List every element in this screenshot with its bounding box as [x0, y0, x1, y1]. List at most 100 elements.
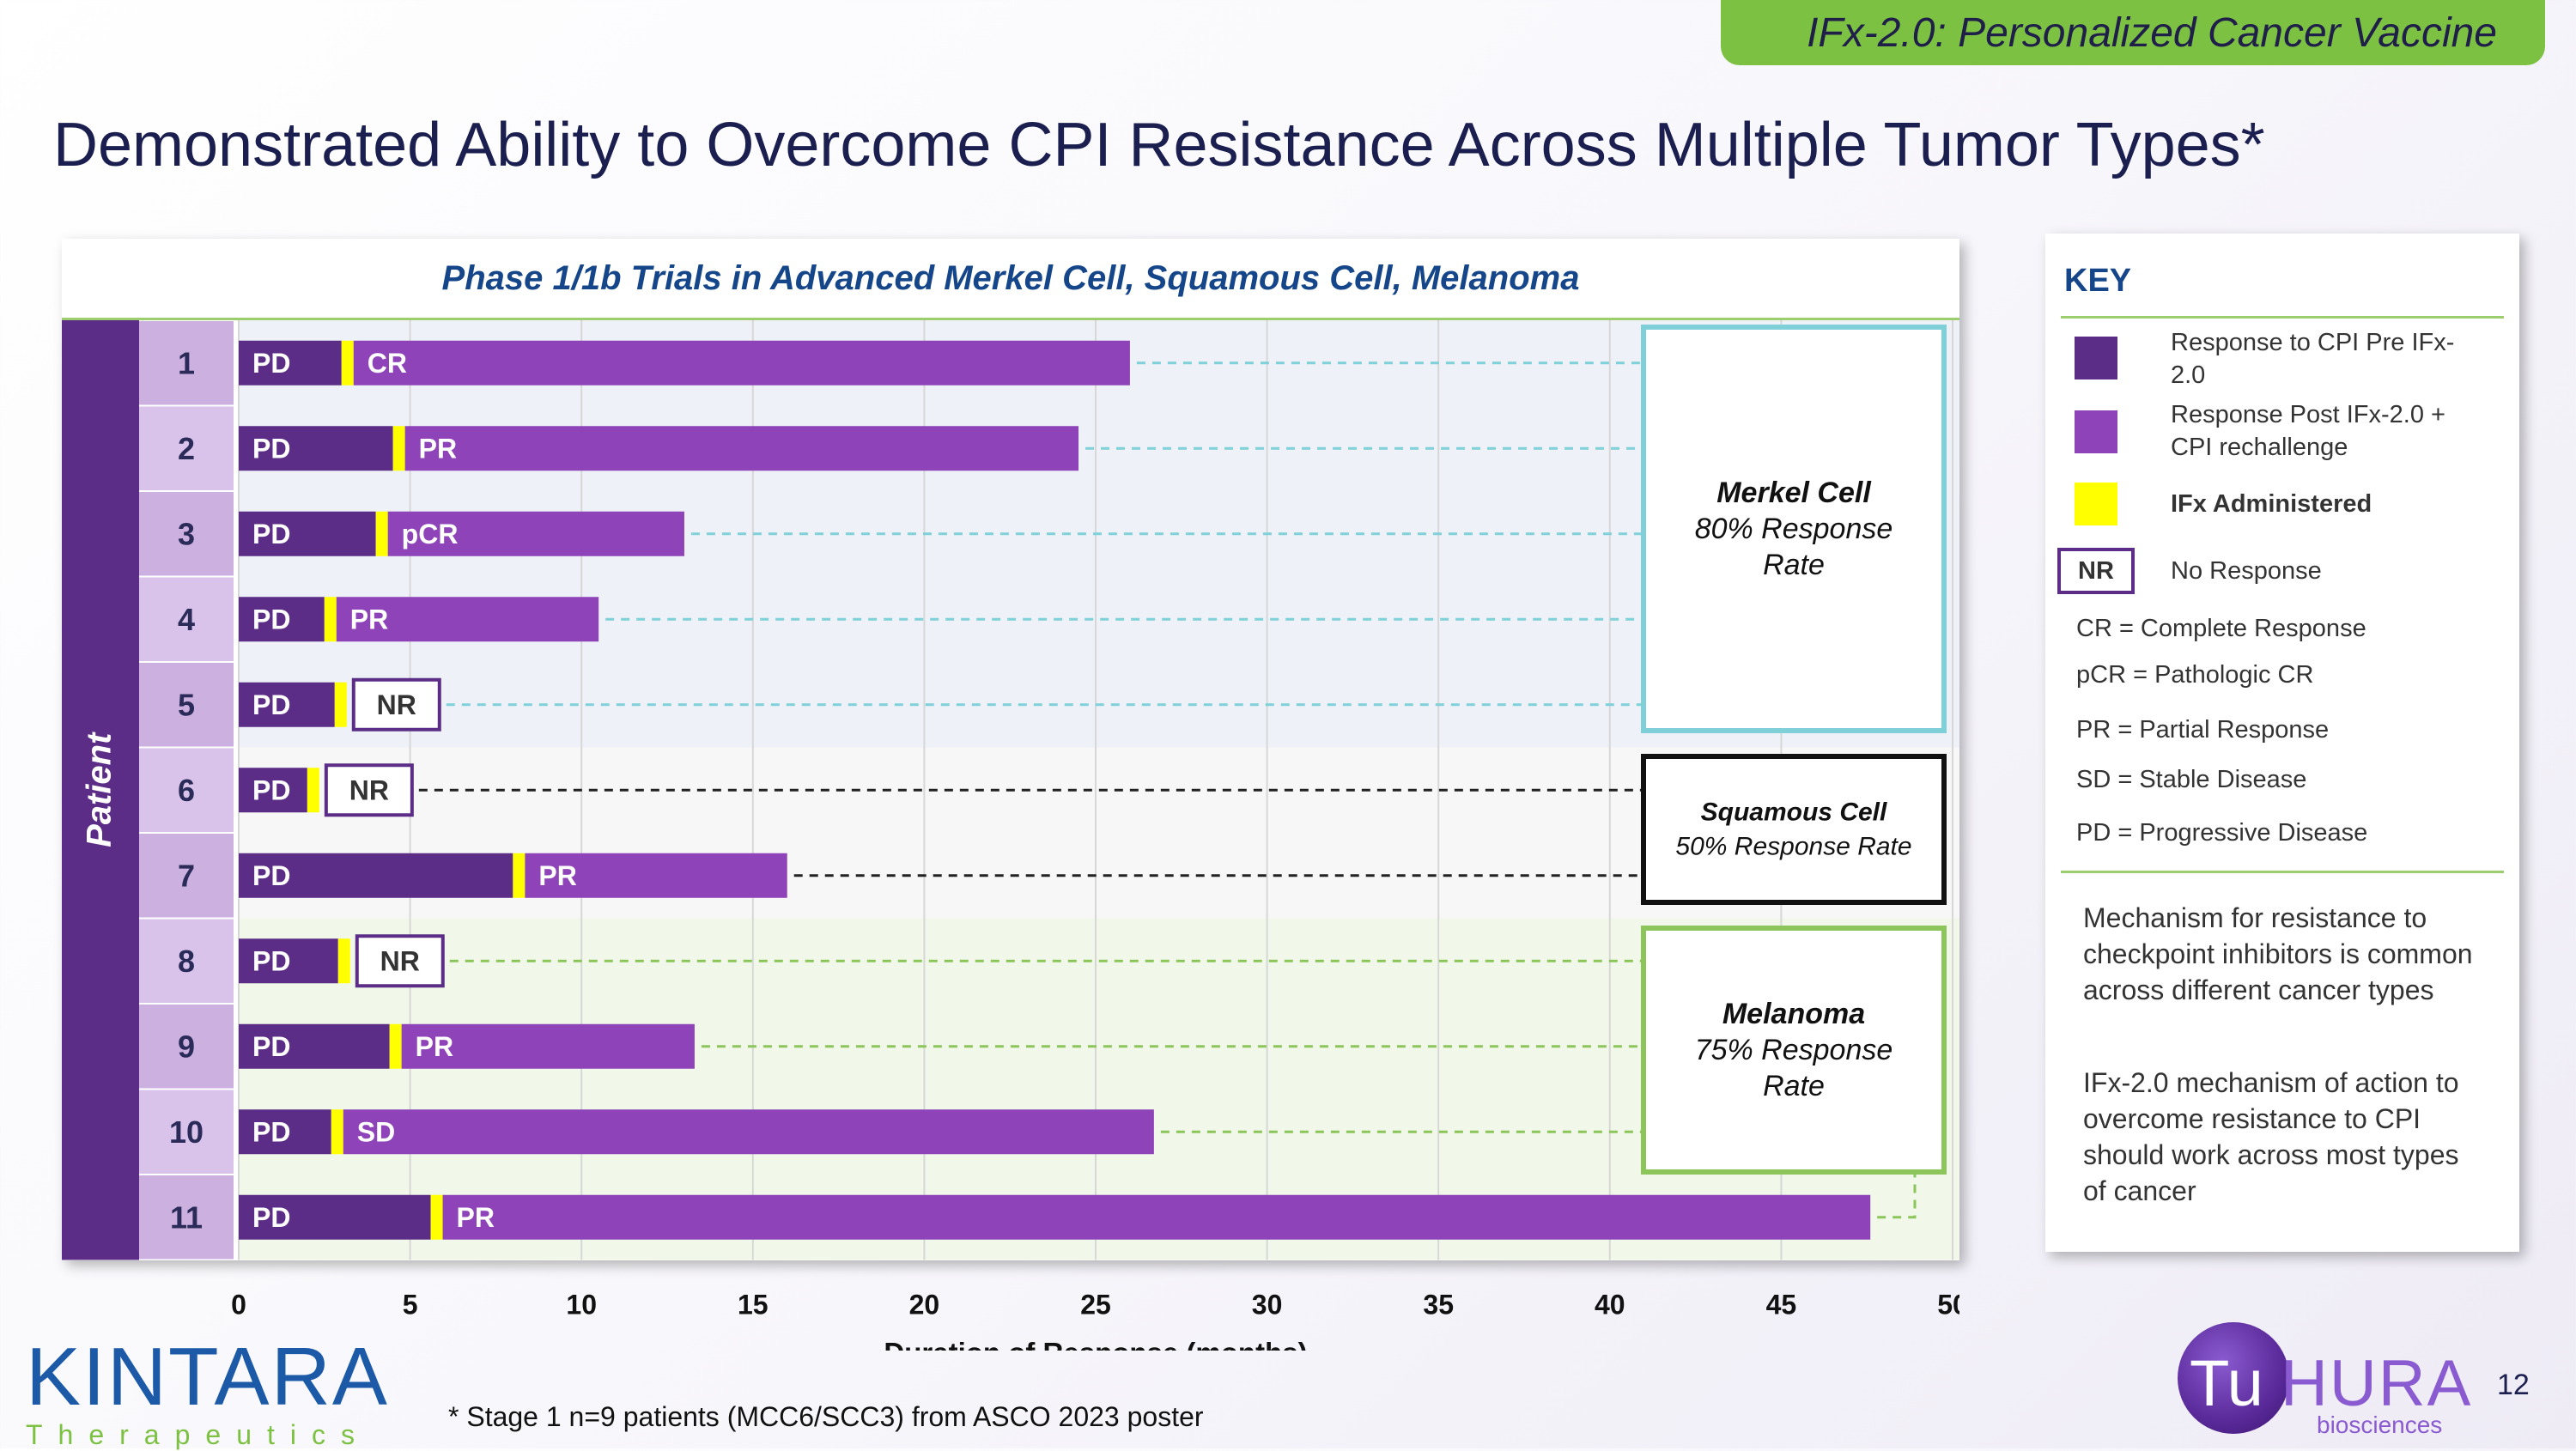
connector-line-patient-11 [1877, 1172, 1917, 1219]
bar-post-label: SD [357, 1116, 395, 1147]
bar-pre-patient-11 [239, 1194, 431, 1240]
bar-post-patient-11 [442, 1194, 1871, 1240]
patient-id-cell [139, 492, 234, 576]
key-label-nr: No Response [2171, 557, 2322, 585]
tuhura-logo-circle [2178, 1322, 2289, 1434]
kintara-logo-name: KINTARA [26, 1331, 389, 1423]
bar-pre-label: PD [252, 1116, 290, 1147]
patient-id-cell [139, 321, 234, 405]
group-name-merkel: Merkel Cell [1716, 477, 1872, 509]
key-note-action: IFx-2.0 mechanism of action to overcome … [2083, 1067, 2459, 1206]
patient-id-cell [139, 919, 234, 1003]
patient-id-cell [139, 748, 234, 832]
patient-id-cell [139, 1005, 234, 1089]
bar-pre-patient-7 [239, 853, 513, 898]
patient-id-cell [139, 663, 234, 747]
x-tick-label: 5 [403, 1290, 418, 1320]
bar-pre-patient-3 [239, 511, 376, 556]
patient-id-label: 8 [178, 944, 195, 979]
bar-post-label: PR [457, 1202, 495, 1233]
patient-id-label: 5 [178, 687, 195, 722]
x-tick-label: 35 [1423, 1290, 1454, 1320]
bar-pre-patient-4 [239, 597, 325, 642]
nr-box-patient-5 [351, 677, 441, 732]
bar-post-patient-1 [353, 340, 1130, 386]
group-name-squamous: Squamous Cell [1701, 798, 1887, 827]
ifx-marker-patient-3 [375, 511, 388, 556]
key-label-pre: Response to CPI Pre IFx-2.0 [2171, 329, 2455, 389]
chart-title-divider [62, 318, 1959, 320]
nr-box-patient-6 [324, 763, 414, 817]
ifx-marker-patient-4 [324, 597, 337, 642]
key-swatch-ifx [2075, 483, 2117, 525]
chart-panel: Phase 1/1b Trials in Advanced Merkel Cel… [62, 239, 1959, 1351]
group-rate-melanoma: 75% Response Rate [1695, 1034, 1893, 1102]
patient-id-label: 10 [169, 1114, 204, 1150]
bar-pre-label: PD [252, 945, 290, 976]
ifx-marker-patient-7 [513, 853, 526, 898]
tuhura-logo: Tu HURA biosciences [2178, 1322, 2470, 1442]
bar-pre-patient-6 [239, 768, 307, 813]
bar-pre-patient-9 [239, 1023, 390, 1069]
ifx-marker-patient-1 [341, 340, 354, 386]
patient-id-label: 2 [178, 431, 195, 466]
patient-id-cell [139, 577, 234, 661]
page-title: Demonstrated Ability to Overcome CPI Res… [53, 111, 2265, 179]
bar-pre-patient-8 [239, 938, 338, 984]
ifx-marker-patient-5 [334, 682, 347, 727]
key-title: KEY [2064, 263, 2132, 299]
bar-pre-label: PD [252, 433, 290, 464]
bar-post-label: PR [350, 604, 388, 634]
y-axis-label: Patient [81, 732, 118, 847]
bar-pre-label: PD [252, 604, 290, 634]
kintara-logo-sub: Therapeutics [26, 1419, 370, 1450]
bar-pre-label: PD [252, 774, 290, 805]
nr-box-patient-8 [355, 934, 445, 988]
key-label-ifx: IFx Administered [2171, 490, 2372, 518]
key-abbr-cr: CR = Complete Response [2076, 615, 2366, 642]
key-label-post: Response Post IFx-2.0 + CPI rechallenge [2171, 401, 2445, 461]
ifx-marker-patient-10 [331, 1109, 343, 1155]
patient-id-label: 1 [178, 345, 195, 380]
patient-id-cell [139, 1090, 234, 1174]
group-box-merkel [1641, 325, 1947, 733]
x-tick-label: 45 [1766, 1290, 1797, 1320]
nr-label: NR [377, 689, 416, 720]
bar-post-label: PR [419, 433, 457, 464]
bar-post-patient-2 [404, 426, 1079, 471]
group-box-melanoma [1641, 926, 1947, 1175]
bar-pre-patient-2 [239, 426, 393, 471]
key-panel: KEY Response to CPI Pre IFx-2.0 Response… [2045, 234, 2519, 1252]
key-note-mechanism: Mechanism for resistance to checkpoint i… [2083, 902, 2473, 1005]
nr-label: NR [349, 774, 389, 805]
patient-id-label: 11 [170, 1199, 203, 1235]
x-tick-label: 15 [738, 1290, 769, 1320]
x-tick-label: 20 [909, 1290, 940, 1320]
ifx-marker-patient-11 [430, 1194, 443, 1240]
key-abbr-pd: PD = Progressive Disease [2076, 819, 2368, 847]
group-name-melanoma: Melanoma [1722, 998, 1865, 1030]
bar-pre-patient-5 [239, 682, 335, 727]
key-abbr-pcr: pCR = Pathologic CR [2076, 661, 2314, 689]
bar-post-patient-3 [387, 511, 684, 556]
group-rate-squamous: 50% Response Rate [1675, 833, 1911, 861]
bar-post-label: pCR [402, 519, 459, 549]
bar-pre-patient-1 [239, 340, 342, 386]
tuhura-logo-hura: HURA [2281, 1347, 2473, 1420]
patient-id-label: 6 [178, 773, 195, 808]
x-axis-label: Duration of Response (months) [884, 1337, 1307, 1351]
footnote: * Stage 1 n=9 patients (MCC6/SCC3) from … [448, 1401, 1204, 1432]
kintara-logo: KINTARA Therapeutics [26, 1336, 389, 1451]
key-divider [2061, 316, 2504, 319]
x-tick-label: 25 [1080, 1290, 1111, 1320]
bar-post-label: PR [538, 860, 576, 891]
key-swatch-pre [2075, 337, 2117, 379]
patient-id-cell [139, 1175, 234, 1260]
x-tick-label: 40 [1595, 1290, 1625, 1320]
x-tick-label: 0 [231, 1290, 246, 1320]
chart-title: Phase 1/1b Trials in Advanced Merkel Cel… [441, 258, 1580, 297]
bar-pre-label: PD [252, 519, 290, 549]
patient-id-cell [139, 834, 234, 918]
key-divider-2 [2061, 871, 2504, 873]
bar-pre-label: PD [252, 348, 290, 379]
